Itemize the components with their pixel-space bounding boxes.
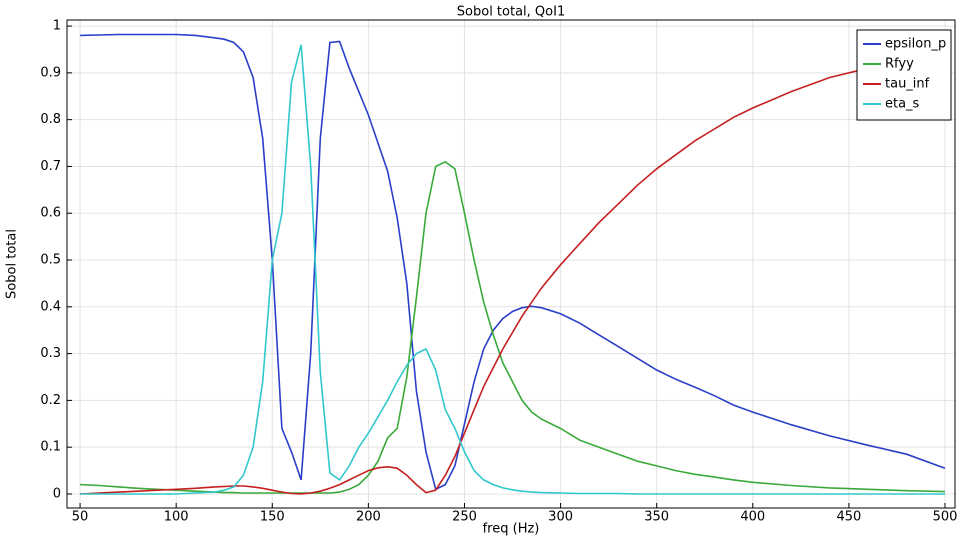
series-line	[80, 48, 946, 495]
y-tick-label: 0.4	[40, 299, 61, 314]
y-tick-label: 0.8	[40, 112, 61, 127]
x-axis-label: freq (Hz)	[483, 522, 540, 537]
y-tick-label: 0.5	[40, 253, 61, 268]
x-tick-label: 300	[548, 510, 573, 525]
y-tick-label: 1	[53, 19, 61, 34]
y-axis-label: Sobol total	[5, 229, 20, 299]
y-tick-label: 0.7	[40, 159, 61, 174]
x-tick-label: 500	[933, 510, 958, 525]
chart-title: Sobol total, QoI1	[457, 5, 565, 20]
plot-frame	[66, 19, 956, 509]
x-tick-label: 250	[452, 510, 477, 525]
x-tick-label: 200	[356, 510, 381, 525]
x-tick-label: 150	[260, 510, 285, 525]
series-line	[80, 160, 946, 494]
y-tick-label: 0.9	[40, 65, 61, 80]
series-line	[80, 33, 946, 491]
y-tick-label: 0.2	[40, 393, 61, 408]
legend: epsilon_p Rfyy tau_inf eta_s	[856, 29, 952, 121]
y-tick-label: 0.1	[40, 440, 61, 455]
legend-label: tau_inf	[885, 77, 930, 92]
legend-label: epsilon_p	[885, 37, 946, 52]
y-tick-label: 0	[53, 486, 61, 501]
x-tick-label: 350	[644, 510, 669, 525]
legend-label: Rfyy	[885, 57, 914, 72]
x-tick-label: 100	[164, 510, 189, 525]
legend-label: eta_s	[885, 97, 920, 112]
y-tick-label: 0.3	[40, 346, 61, 361]
series-line	[80, 44, 945, 495]
y-tick-label: 0.6	[40, 206, 61, 221]
x-tick-label: 450	[836, 510, 861, 525]
x-tick-label: 50	[72, 510, 89, 525]
x-tick-label: 400	[740, 510, 765, 525]
